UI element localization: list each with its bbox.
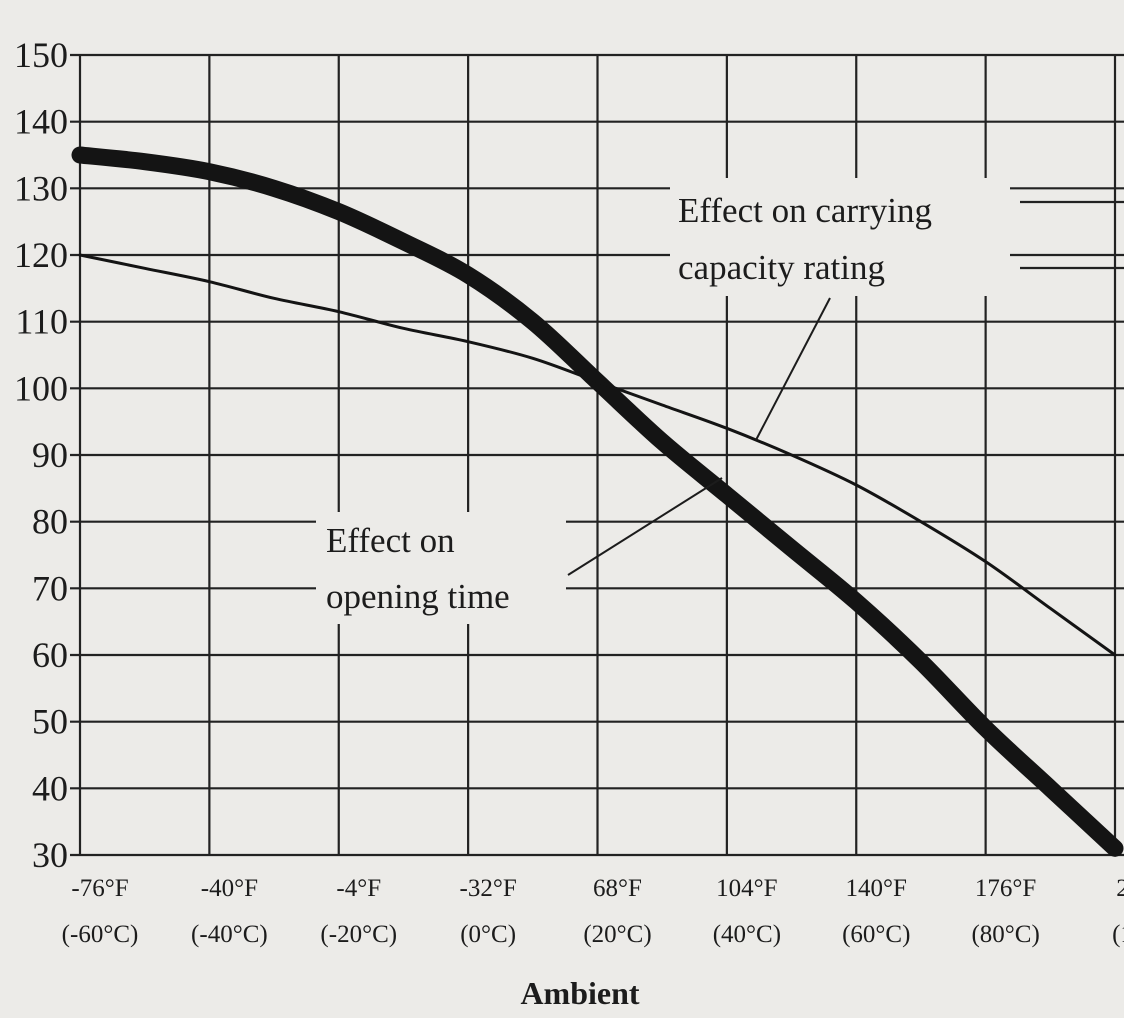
- x-tick-label-c: (-20°C): [320, 921, 397, 948]
- x-tick-label-f: 68°F: [593, 875, 642, 902]
- x-tick-label-f: 212: [1116, 875, 1124, 902]
- y-tick-label: 130: [14, 168, 68, 208]
- series-line-carrying-capacity: [78, 253, 1117, 657]
- x-axis-ticks: -76°F (-60°C) -40°F (-40°C) -4°F (-20°C) -32°F…: [62, 875, 1124, 948]
- y-tick-label: 30: [32, 835, 68, 875]
- x-tick-label-f: -32°F: [460, 875, 517, 902]
- y-tick-label: 50: [32, 702, 68, 742]
- x-tick-label-c: (80°C): [971, 921, 1039, 948]
- x-tick-label-f: 140°F: [846, 875, 907, 902]
- y-axis-ticks: 150 140 130 120 110 100 90 80 70 60 50 40 30: [14, 35, 68, 875]
- annotation-opening-bg: [316, 512, 566, 624]
- grid: [70, 53, 1124, 857]
- leader-line-opening: [567, 477, 723, 576]
- series-lines: [71, 146, 1124, 857]
- y-tick-label: 150: [14, 35, 68, 75]
- x-tick-label-f: -76°F: [71, 875, 128, 902]
- x-tick-label-c: (20°C): [583, 921, 651, 948]
- annotation-opening-line-1: Effect on: [326, 521, 455, 560]
- annotation-carrying-bg: [670, 178, 1010, 296]
- y-tick-label: 110: [15, 302, 68, 342]
- series-line-opening-time: [71, 146, 1124, 857]
- x-tick-label-c: (-60°C): [62, 921, 139, 948]
- x-tick-label-c: (100: [1112, 921, 1124, 948]
- x-tick-label-f: 104°F: [716, 875, 777, 902]
- annotation-carrying-line-1: Effect on carrying: [678, 191, 932, 230]
- y-tick-label: 40: [32, 768, 68, 808]
- annotation-opening-line-2: opening time: [326, 577, 510, 616]
- x-tick-label-c: (40°C): [713, 921, 781, 948]
- x-tick-label-c: (-40°C): [191, 921, 268, 948]
- y-tick-label: 60: [32, 635, 68, 675]
- x-tick-label-f: -4°F: [336, 875, 381, 902]
- y-tick-label: 80: [32, 502, 68, 542]
- leader-line-carrying: [755, 297, 831, 441]
- x-tick-label-f: -40°F: [201, 875, 258, 902]
- y-tick-label: 100: [14, 368, 68, 408]
- x-tick-label-c: (0°C): [460, 921, 516, 948]
- x-tick-label-f: 176°F: [975, 875, 1036, 902]
- y-tick-label: 140: [14, 102, 68, 142]
- y-tick-label: 70: [32, 568, 68, 608]
- y-tick-label: 120: [14, 235, 68, 275]
- x-tick-label-c: (60°C): [842, 921, 910, 948]
- annotation-carrying-line-2: capacity rating: [678, 248, 885, 287]
- y-tick-label: 90: [32, 435, 68, 475]
- x-axis-title: Ambient: [520, 975, 639, 1011]
